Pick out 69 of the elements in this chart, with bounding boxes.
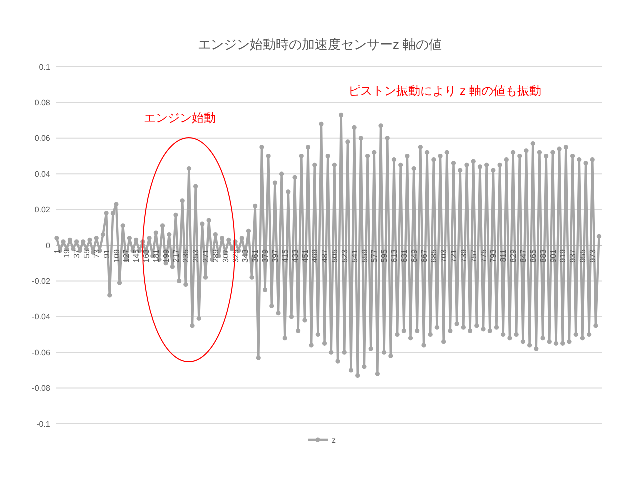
x-tick-label: 343 xyxy=(241,248,250,263)
x-tick-label: 307 xyxy=(221,248,230,263)
y-tick-label: 0.02 xyxy=(34,206,51,215)
y-tick-label: -0.1 xyxy=(36,420,51,429)
x-tick-label: 847 xyxy=(518,248,528,263)
x-tick-label: 469 xyxy=(310,248,320,263)
x-tick-label: 649 xyxy=(410,248,419,263)
y-tick-label: -0.08 xyxy=(32,384,51,394)
x-tick-label: 919 xyxy=(558,248,568,263)
x-tick-label: 595 xyxy=(380,248,390,263)
x-tick-label: 541 xyxy=(350,248,360,263)
x-tick-label: 37 xyxy=(72,248,82,258)
x-tick-label: 181 xyxy=(152,248,161,263)
x-tick-label: 937 xyxy=(568,248,578,263)
x-tick-label: 397 xyxy=(270,248,280,263)
x-tick-label: 19 xyxy=(62,248,72,258)
y-tick-label: 0.06 xyxy=(34,134,51,144)
x-tick-label: 199 xyxy=(162,248,171,263)
x-tick-label: 973 xyxy=(588,248,598,263)
x-tick-label: 253 xyxy=(192,248,201,263)
annotation: ピストン振動により z 軸の値も振動 xyxy=(348,84,542,98)
x-tick-label: 91 xyxy=(102,248,112,258)
x-tick-label: 361 xyxy=(251,248,260,263)
x-tick-label: 289 xyxy=(211,248,220,263)
x-tick-label: 739 xyxy=(459,248,468,263)
x-tick-label: 163 xyxy=(142,248,152,263)
x-tick-label: 505 xyxy=(330,248,340,263)
x-tick-label: 271 xyxy=(202,248,211,263)
x-tick-label: 901 xyxy=(548,248,558,263)
y-tick-label: 0.1 xyxy=(39,62,51,72)
legend-label: z xyxy=(332,436,336,445)
y-tick-label: 0.04 xyxy=(34,170,51,179)
y-tick-label: -0.04 xyxy=(32,312,51,322)
x-tick-label: 523 xyxy=(340,248,350,263)
x-tick-label: 73 xyxy=(92,248,102,258)
y-tick-label: -0.02 xyxy=(32,277,51,286)
x-tick-label: 757 xyxy=(469,248,478,263)
x-tick-label: 703 xyxy=(440,248,449,263)
x-tick-label: 721 xyxy=(450,248,459,263)
x-tick-label: 829 xyxy=(509,248,518,263)
x-tick-label: 451 xyxy=(300,248,310,263)
x-tick-label: 217 xyxy=(172,248,181,263)
x-tick-label: 865 xyxy=(528,248,538,263)
x-tick-label: 109 xyxy=(112,248,122,263)
x-tick-label: 235 xyxy=(182,248,191,263)
x-tick-label: 433 xyxy=(290,248,300,263)
x-tick-label: 55 xyxy=(82,248,92,258)
y-tick-label: 0.08 xyxy=(34,98,51,108)
x-tick-label: 667 xyxy=(420,248,429,263)
x-tick-label: 1 xyxy=(52,248,62,254)
x-tick-label: 559 xyxy=(360,248,370,263)
x-tick-label: 793 xyxy=(489,248,498,263)
y-tick-label: 0 xyxy=(46,241,51,250)
x-tick-label: 577 xyxy=(370,248,380,263)
x-tick-label: 613 xyxy=(390,248,400,263)
chart-title: エンジン始動時の加速度センサーz 軸の値 xyxy=(198,37,442,52)
x-tick-label: 127 xyxy=(122,248,132,263)
x-tick-label: 883 xyxy=(538,248,548,263)
x-tick-label: 379 xyxy=(261,248,270,263)
x-tick-label: 631 xyxy=(400,248,409,263)
x-tick-label: 685 xyxy=(430,248,439,263)
x-tick-label: 415 xyxy=(280,248,290,263)
annotation: エンジン始動 xyxy=(144,111,216,125)
x-tick-label: 775 xyxy=(479,248,488,263)
x-tick-label: 487 xyxy=(320,248,330,263)
x-tick-label: 955 xyxy=(578,248,588,263)
x-tick-label: 811 xyxy=(499,248,508,262)
x-tick-label: 145 xyxy=(132,248,142,263)
y-tick-label: -0.06 xyxy=(32,348,51,358)
